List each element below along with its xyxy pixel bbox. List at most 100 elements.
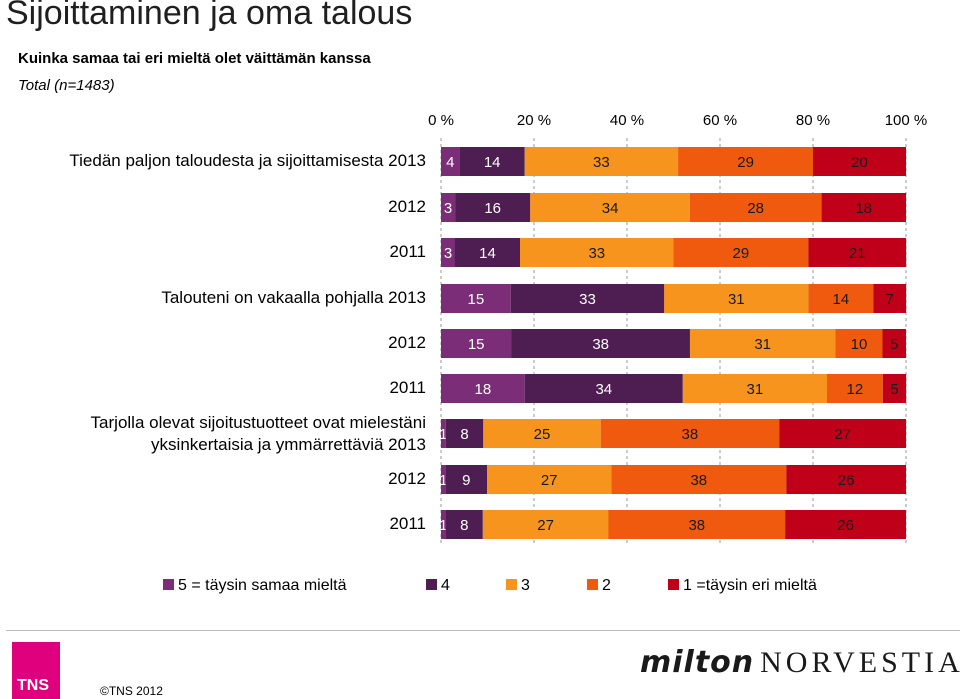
x-tick-label: 20 % [517,112,551,129]
data-label: 33 [579,291,596,308]
data-label: 8 [460,517,468,534]
bar-segment [524,374,683,403]
legend-swatch-1 [668,579,679,590]
row-label-knowledge-2012: 2012 [388,197,426,216]
bar-segment [441,374,525,403]
sample-size-note: Total (n=1483) [18,77,115,94]
tns-logo: TNS [12,642,60,699]
bar-segment [524,147,679,176]
tns-logo-text: TNS [17,677,49,694]
data-label: 29 [733,245,750,262]
data-label: 15 [468,336,485,353]
data-label: 26 [837,517,854,534]
data-label: 1 [439,517,447,534]
bar-segment [882,374,907,403]
bar-segment [441,147,460,176]
data-label: 25 [534,426,551,443]
data-label: 3 [444,200,452,217]
data-label: 10 [851,336,868,353]
x-tick-label: 0 % [428,112,454,129]
data-label: 7 [886,291,894,308]
row-label-knowledge-2011: 2011 [389,242,426,261]
bar-segment [530,193,690,222]
legend-item-3: 3 [506,577,530,595]
bar-segment [445,465,487,494]
legend-label-2: 2 [602,577,611,594]
bar-segment [664,284,809,313]
data-label: 1 [439,426,447,443]
x-tick-label: 100 % [885,112,928,129]
data-label: 31 [747,381,764,398]
bar-segment [678,147,813,176]
data-label: 20 [851,154,868,171]
legend-label-1: 1 =täysin eri mieltä [683,577,817,594]
legend-item-5: 5 = täysin samaa mieltä [163,577,347,595]
bar-segment [689,193,822,222]
legend-label-3: 3 [521,577,530,594]
bar-segment [455,193,531,222]
bar-segment [608,510,786,539]
data-label: 16 [484,200,501,217]
data-label: 14 [833,291,850,308]
bar-segment [520,238,674,267]
bar-segment [441,510,446,539]
legend-label-4: 4 [441,577,450,594]
data-label: 28 [747,200,764,217]
bar-segment [441,284,511,313]
legend-swatch-2 [587,579,598,590]
stacked-bar-chart: 0 % 20 % 40 % 60 % 80 % 100 % 4 14 33 29 20 3 16 34 28… [428,112,928,545]
row-label-finances-2011: 2011 [389,378,426,397]
bar-segment [441,238,455,267]
data-label: 5 [890,336,898,353]
bar-segment [510,284,665,313]
data-label: 21 [849,245,866,262]
legend-item-2: 2 [587,577,611,595]
data-label: 38 [592,336,609,353]
data-label: 27 [541,472,558,489]
copyright-text: ©TNS 2012 [100,684,163,698]
bar-segment [483,419,601,448]
data-label: 14 [479,245,496,262]
bar-segment [459,147,525,176]
row-label-products-line1: Tarjolla olevat sijoitustuotteet ovat mi… [90,413,426,432]
bar-segment [873,284,907,313]
data-label: 14 [484,154,501,171]
bar-segment [827,374,883,403]
bar-segment [673,238,809,267]
data-label: 5 [890,381,898,398]
bar-segment [786,465,906,494]
bar-segment [445,510,483,539]
legend-swatch-4 [426,579,437,590]
data-label: 26 [838,472,855,489]
bar-segment [611,465,787,494]
data-label: 4 [446,154,454,171]
row-label-products-2011: 2011 [389,514,426,533]
brand-logo: milton NORVESTIA [640,645,960,680]
row-label-knowledge-2013: Tiedän paljon taloudesta ja sijoittamise… [69,151,426,170]
bar-segment [600,419,780,448]
legend-label-5: 5 = täysin samaa mieltä [178,577,347,594]
bar-segment [445,419,484,448]
footer-divider [6,630,960,631]
bar-segment [511,329,690,358]
data-label: 18 [855,200,872,217]
x-tick-label: 40 % [610,112,644,129]
data-label: 38 [690,472,707,489]
brand-norvestia: NORVESTIA [760,646,960,679]
data-label: 34 [595,381,612,398]
data-label: 33 [593,154,610,171]
bar-segment [689,329,836,358]
data-label: 27 [537,517,554,534]
bar-segment [441,193,456,222]
page-title: Sijoittaminen ja oma talous [6,0,413,32]
bar-segment [808,284,874,313]
data-label: 31 [728,291,745,308]
data-label: 29 [737,154,754,171]
bar-segment [813,147,906,176]
bar-segment [441,329,512,358]
data-label: 1 [439,472,447,489]
legend-swatch-5 [163,579,174,590]
brand-milton: milton [640,645,755,680]
data-label: 27 [834,426,851,443]
data-label: 34 [602,200,619,217]
